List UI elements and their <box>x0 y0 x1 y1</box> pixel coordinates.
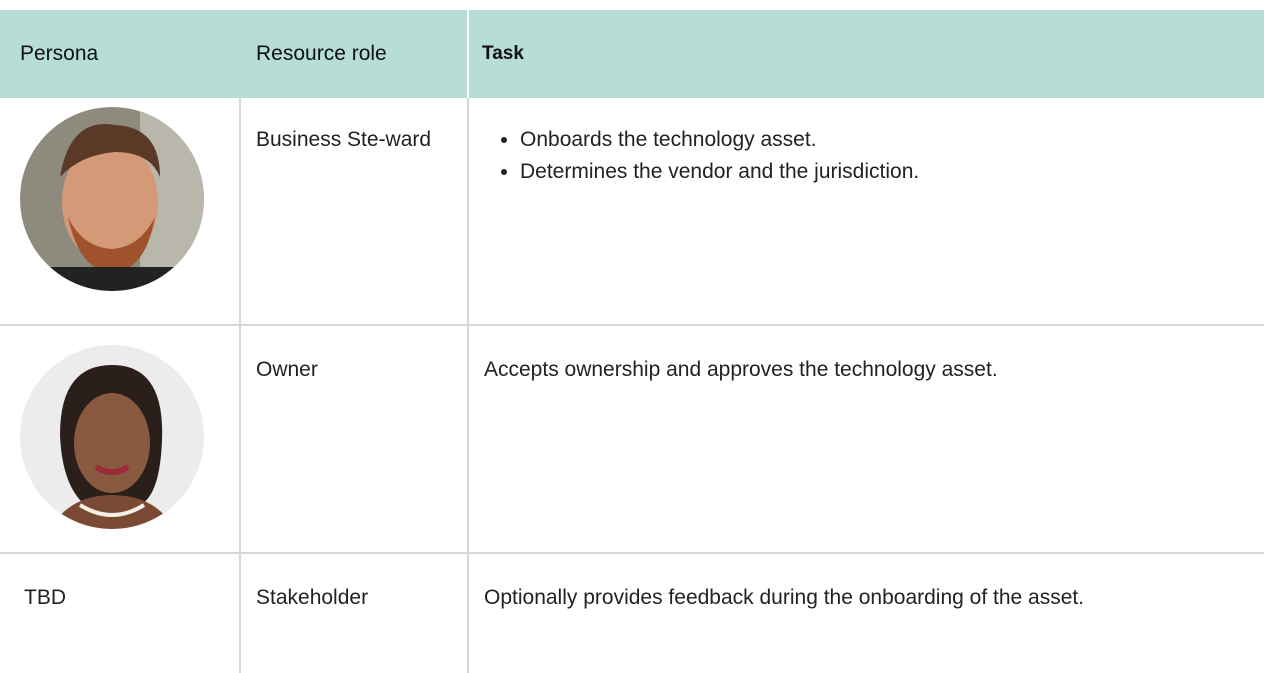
task-cell: Accepts ownership and approves the techn… <box>484 358 998 381</box>
task-cell: Onboards the technology asset. Determine… <box>468 124 1264 188</box>
role-cell: Business Ste-ward <box>256 128 432 151</box>
task-cell: Optionally provides feedback during the … <box>484 586 1085 609</box>
row-border <box>0 552 1264 554</box>
column-border <box>467 98 469 673</box>
persona-cell: TBD <box>24 586 66 609</box>
role-cell: Owner <box>256 358 318 381</box>
task-list: Onboards the technology asset. Determine… <box>498 124 1248 188</box>
header-cell: Task <box>482 43 524 64</box>
avatar <box>20 345 204 529</box>
task-item: Onboards the technology asset. <box>520 124 1248 156</box>
header-cell: Resource role <box>256 42 387 65</box>
header-cell: Persona <box>20 42 99 65</box>
role-cell: Stakeholder <box>256 586 369 609</box>
table-header <box>0 10 1264 98</box>
row-border <box>0 324 1264 326</box>
avatar <box>20 107 204 291</box>
task-item: Determines the vendor and the jurisdicti… <box>520 156 1248 188</box>
column-border <box>239 98 241 673</box>
